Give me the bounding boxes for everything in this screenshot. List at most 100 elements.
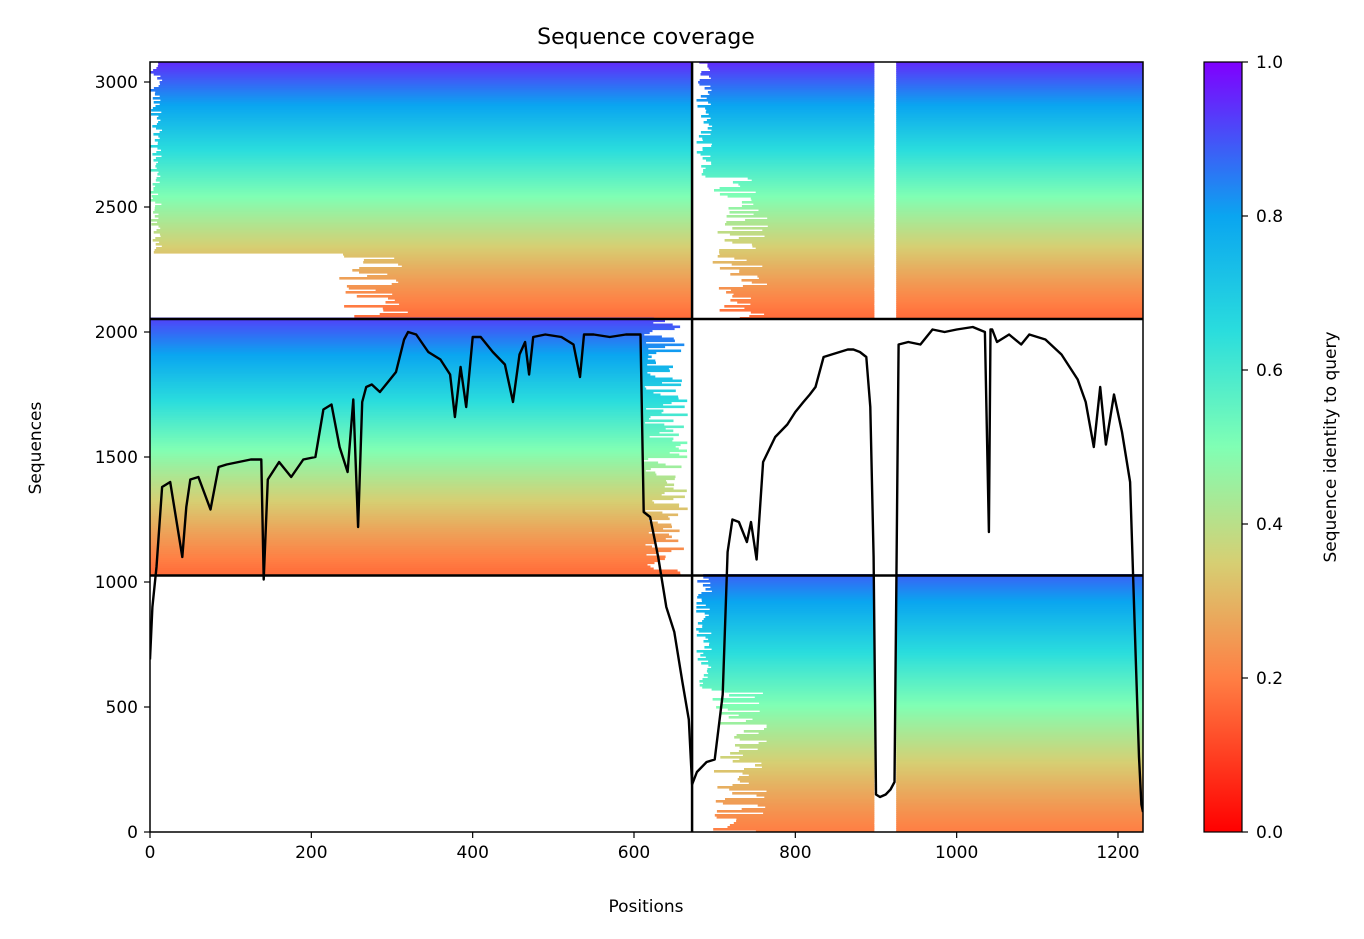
heat-row [729,211,875,214]
heat-row [160,227,692,230]
heat-row [896,770,1143,773]
heat-row [896,620,1143,623]
heat-row [758,742,875,745]
heat-row [896,153,1143,156]
colorbar-tick-label: 0.0 [1256,823,1283,843]
heat-row [896,267,1143,270]
heat-row [896,163,1143,166]
heat-row [896,690,1143,693]
heat-row [708,614,875,617]
heat-row [896,618,1143,621]
heat-row [150,499,653,503]
heat-row [150,551,659,555]
heat-row [150,333,645,337]
heat-row [896,678,1143,681]
heat-row [150,345,666,349]
heat-row [896,83,1143,86]
heat-row [732,295,875,298]
heat-row [896,281,1143,284]
heat-row [701,600,875,603]
heat-row [765,806,875,809]
heat-row [732,241,875,244]
heat-row [896,656,1143,659]
heat-row [383,309,693,312]
heat-row [699,79,875,82]
heat-row [706,670,875,673]
heat-row [696,610,875,613]
heat-row [155,237,693,240]
heat-row [726,221,875,224]
heat-row [387,273,693,276]
y-tick-label: 1500 [95,448,138,468]
heat-row [714,814,875,817]
heat-row [896,135,1143,138]
heat-row [738,183,875,186]
heat-row [719,309,875,312]
heat-row [154,207,693,210]
heat-row [724,305,875,308]
heat-row [707,63,875,66]
heat-row [150,483,675,487]
heat-row [700,131,875,134]
heat-row [896,808,1143,811]
heat-row [896,654,1143,657]
heat-row [158,171,693,174]
heat-row [896,309,1143,312]
heat-row [719,249,875,252]
heat-row [150,559,659,563]
heat-row [150,497,674,501]
heat-row [896,710,1143,713]
heat-row [896,596,1143,599]
heat-row [696,634,875,637]
heat-row [896,121,1143,124]
heat-row [896,207,1143,210]
heat-row [150,443,681,447]
heat-row [153,73,693,76]
heat-row [896,149,1143,152]
heat-row [762,265,875,268]
heat-row [896,756,1143,759]
heat-row [896,798,1143,801]
heat-row [720,704,875,707]
heat-row [398,281,693,284]
heat-row [702,149,875,152]
heat-row [896,664,1143,667]
heat-row [150,493,662,497]
heat-row [708,638,875,641]
heat-row [155,179,693,182]
heat-row [896,682,1143,685]
heat-row [150,447,679,451]
heat-row [161,203,693,206]
heat-row [896,702,1143,705]
heat-row [896,804,1143,807]
heat-row [896,698,1143,701]
heat-row [156,127,693,130]
heat-row [745,219,875,222]
heat-row [896,616,1143,619]
heat-row [764,796,875,799]
heat-row [896,173,1143,176]
heat-row [352,269,693,272]
heat-row [896,205,1143,208]
heat-row [155,165,692,168]
heat-row [896,221,1143,224]
heat-row [896,714,1143,717]
heat-row [729,824,875,827]
heat-row [156,177,693,180]
heat-row [150,429,674,433]
heat-row [703,652,875,655]
heat-row [708,664,875,667]
heat-row [896,251,1143,254]
heat-row [717,231,875,234]
heat-row [150,491,665,495]
heat-row [729,694,875,697]
heat-row [697,658,875,661]
heat-row [896,263,1143,266]
heat-row [896,782,1143,785]
heat-row [150,199,693,202]
heat-row [896,614,1143,617]
heat-row [716,706,875,709]
heat-row [150,523,672,527]
heat-row [714,189,875,192]
heat-row [156,117,693,120]
